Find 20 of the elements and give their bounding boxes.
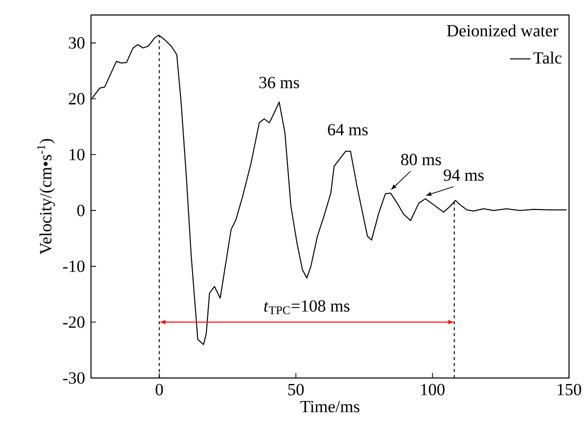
x-tick-label: 100 (421, 384, 445, 396)
y-tick-label: -20 (63, 316, 84, 328)
y-tick-label: -30 (63, 372, 84, 384)
x-tick-label: 50 (288, 384, 304, 396)
y-axis-title: Velocity/(cm•s$^{-1}$) (37, 139, 55, 255)
annotation: 36 ms (259, 76, 300, 88)
y-tick-label: 10 (70, 148, 84, 160)
annotation: t$_{TPC}$=108 ms (264, 300, 350, 314)
x-tick-label: 150 (558, 384, 582, 396)
annotation: 80 ms (401, 154, 441, 166)
legend-title: Deionized water (446, 24, 558, 36)
legend-label: Talc (533, 52, 562, 64)
y-tick-label: -10 (63, 260, 84, 272)
annotation: 94 ms (444, 169, 484, 181)
x-axis-title: Time/ms (300, 400, 360, 412)
x-tick-label: 0 (156, 384, 163, 396)
y-tick-label: 30 (68, 37, 84, 49)
y-tick-label: 0 (77, 204, 84, 216)
annotation: 64 ms (328, 124, 368, 136)
y-tick-label: 20 (68, 93, 84, 105)
